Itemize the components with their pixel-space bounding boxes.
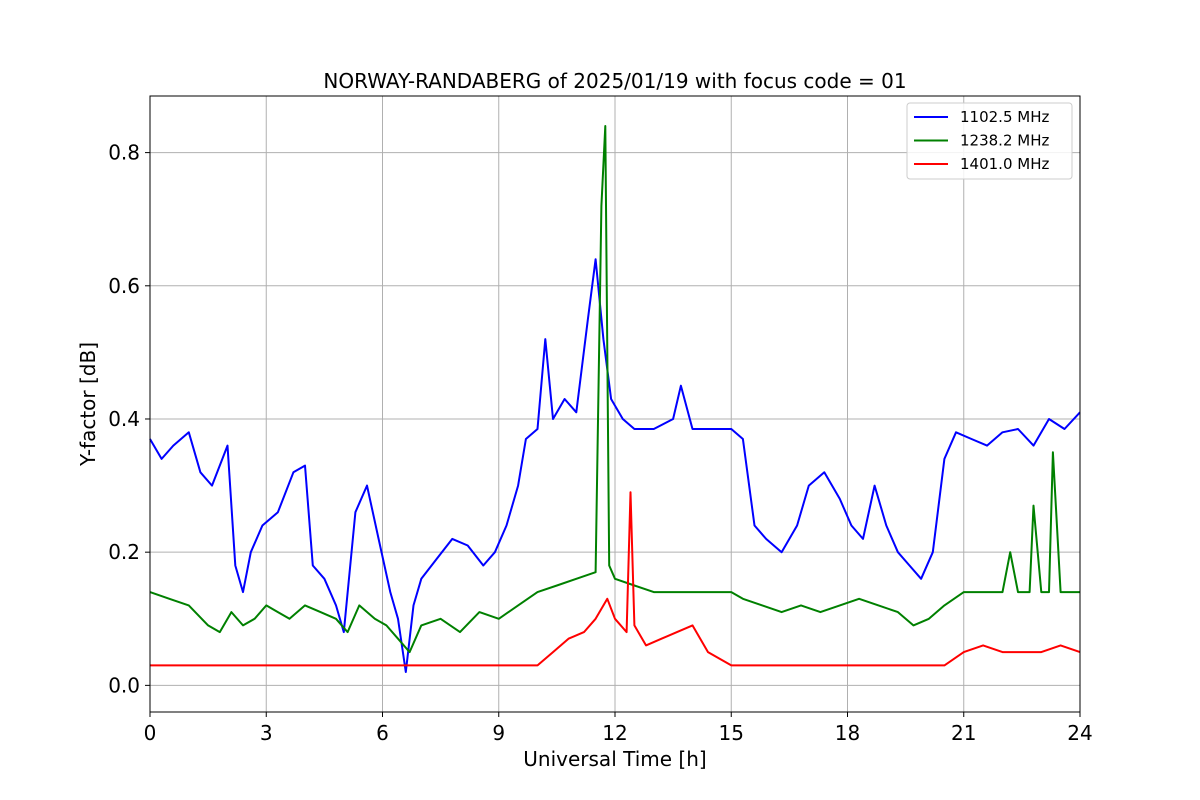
x-axis-label: Universal Time [h] [523,747,706,771]
ticks: 0 3 6 9 12 15 18 21 24 0.0 0.2 0.4 0.6 0.8 [108,141,1093,745]
x-tick-label: 21 [951,721,976,745]
y-axis-label: Y-factor [dB] [76,342,100,467]
y-tick-label: 0.0 [108,673,140,697]
y-tick-label: 0.2 [108,540,140,564]
x-tick-label: 9 [492,721,505,745]
x-tick-label: 24 [1067,721,1092,745]
series-layer [149,125,1081,673]
x-tick-label: 15 [719,721,744,745]
x-tick-label: 12 [602,721,627,745]
x-tick-label: 18 [835,721,860,745]
legend-label: 1102.5 MHz [960,108,1049,126]
series-line-3 [150,491,1081,667]
y-tick-label: 0.6 [108,274,140,298]
y-tick-label: 0.8 [108,141,140,165]
legend-label: 1238.2 MHz [960,132,1049,150]
x-tick-label: 6 [376,721,389,745]
series-line-1 [149,258,1081,673]
chart-title: NORWAY-RANDABERG of 2025/01/19 with focu… [323,69,906,93]
x-tick-label: 0 [144,721,157,745]
legend-label: 1401.0 MHz [960,155,1049,173]
x-tick-label: 3 [260,721,273,745]
legend: 1102.5 MHz 1238.2 MHz 1401.0 MHz [906,102,1073,180]
series-line-2 [149,125,1080,654]
y-tick-label: 0.4 [108,407,140,431]
legend-box [906,102,1073,180]
